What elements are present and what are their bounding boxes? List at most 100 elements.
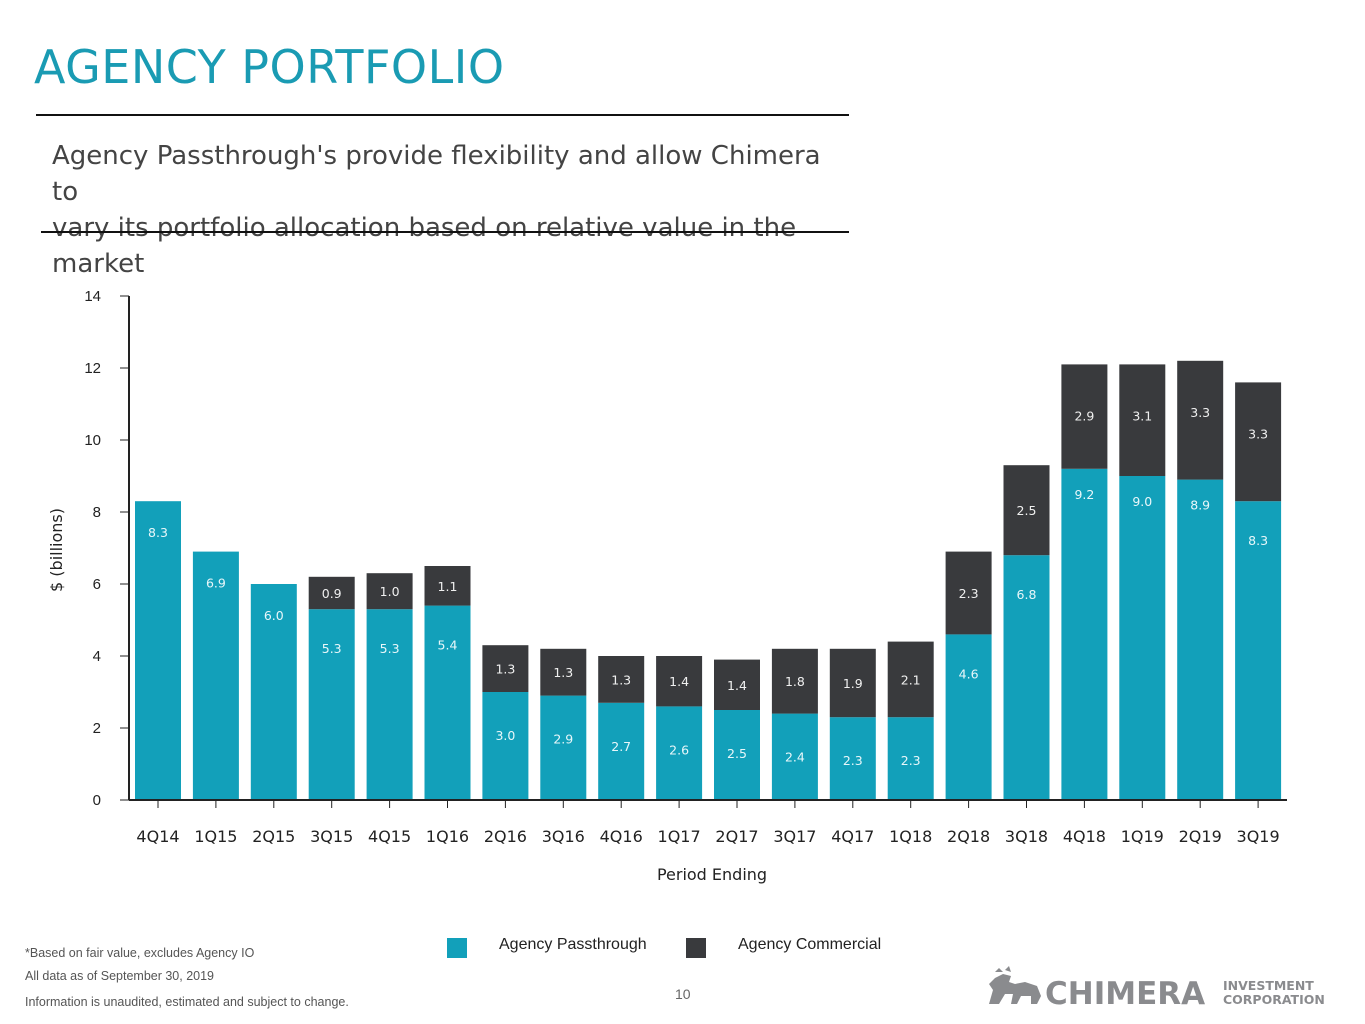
x-tick-label-1Q16: 1Q16 bbox=[426, 827, 469, 846]
data-label-passthrough-1Q19: 9.0 bbox=[1132, 494, 1152, 509]
data-label-passthrough-4Q15: 5.3 bbox=[380, 641, 400, 656]
data-label-passthrough-1Q15: 6.9 bbox=[206, 576, 226, 591]
logo-wordmark: CHIMERA bbox=[1045, 976, 1205, 1012]
subtitle: Agency Passthrough's provide flexibility… bbox=[52, 138, 852, 282]
x-tick-label-2Q17: 2Q17 bbox=[715, 827, 758, 846]
logo-investment: INVESTMENT bbox=[1223, 978, 1314, 993]
x-tick-label-4Q15: 4Q15 bbox=[368, 827, 411, 846]
bar-commercial-1Q18 bbox=[887, 641, 934, 718]
bar-passthrough-3Q17 bbox=[771, 713, 818, 800]
x-tick-label-2Q16: 2Q16 bbox=[484, 827, 527, 846]
legend-label-passthrough: Agency Passthrough bbox=[499, 936, 647, 953]
bar-passthrough-3Q18 bbox=[1003, 555, 1050, 800]
data-label-passthrough-4Q17: 2.3 bbox=[843, 753, 863, 768]
bar-passthrough-3Q15 bbox=[308, 609, 355, 800]
x-tick-label-3Q19: 3Q19 bbox=[1237, 827, 1280, 846]
bar-commercial-3Q17 bbox=[771, 648, 818, 714]
data-label-passthrough-3Q15: 5.3 bbox=[322, 641, 342, 656]
data-label-passthrough-3Q16: 2.9 bbox=[553, 732, 573, 747]
bar-commercial-3Q18 bbox=[1003, 465, 1050, 556]
bar-commercial-1Q17 bbox=[656, 656, 703, 707]
data-label-commercial-4Q18: 2.9 bbox=[1074, 408, 1094, 423]
data-label-commercial-3Q15: 0.9 bbox=[322, 586, 342, 601]
x-tick-label-4Q17: 4Q17 bbox=[831, 827, 874, 846]
bar-commercial-4Q18 bbox=[1061, 364, 1108, 469]
data-label-passthrough-2Q15: 6.0 bbox=[264, 608, 284, 623]
bar-passthrough-1Q15 bbox=[192, 551, 239, 800]
footnote-fair-value: *Based on fair value, excludes Agency IO bbox=[25, 946, 255, 960]
bar-passthrough-4Q16 bbox=[598, 702, 645, 800]
data-label-passthrough-2Q18: 4.6 bbox=[959, 666, 979, 681]
x-tick-label-4Q18: 4Q18 bbox=[1063, 827, 1106, 846]
bar-passthrough-1Q18 bbox=[887, 717, 934, 800]
bottom-divider bbox=[41, 231, 849, 233]
x-tick-label-2Q18: 2Q18 bbox=[947, 827, 990, 846]
bar-passthrough-3Q16 bbox=[540, 695, 587, 800]
x-tick-label-1Q15: 1Q15 bbox=[194, 827, 237, 846]
bar-passthrough-3Q19 bbox=[1235, 501, 1282, 800]
chimera-logo: CHIMERA INVESTMENT CORPORATION bbox=[989, 966, 1325, 1012]
bar-passthrough-1Q19 bbox=[1119, 476, 1166, 800]
bar-commercial-1Q16 bbox=[424, 566, 471, 606]
y-axis-title: $ (billions) bbox=[47, 508, 66, 592]
bar-commercial-3Q19 bbox=[1235, 382, 1282, 502]
bar-commercial-4Q17 bbox=[829, 648, 876, 718]
x-tick-label-1Q18: 1Q18 bbox=[889, 827, 932, 846]
bar-passthrough-4Q18 bbox=[1061, 468, 1108, 800]
footnote-data-date: All data as of September 30, 2019 bbox=[25, 969, 215, 983]
data-label-passthrough-4Q18: 9.2 bbox=[1074, 487, 1094, 502]
y-tick-label: 2 bbox=[93, 720, 101, 737]
data-label-passthrough-4Q14: 8.3 bbox=[148, 525, 168, 540]
subtitle-line-1: Agency Passthrough's provide flexibility… bbox=[52, 141, 821, 207]
data-label-commercial-3Q17: 1.8 bbox=[785, 674, 805, 689]
data-label-passthrough-4Q16: 2.7 bbox=[611, 739, 631, 754]
bar-commercial-4Q15 bbox=[366, 573, 413, 610]
y-tick-label: 6 bbox=[93, 576, 101, 593]
data-label-passthrough-3Q18: 6.8 bbox=[1017, 587, 1037, 602]
stacked-bar-chart: 0 2 4 6 8 10 12 14 8.3 4Q14 6.9 1Q15 6.0 2Q15 5.3 0.9 3Q… bbox=[47, 288, 1287, 884]
x-tick-label-4Q14: 4Q14 bbox=[136, 827, 179, 846]
data-label-commercial-2Q17: 1.4 bbox=[727, 678, 747, 693]
data-label-commercial-4Q17: 1.9 bbox=[843, 676, 863, 691]
data-label-commercial-1Q18: 2.1 bbox=[901, 672, 921, 687]
bar-commercial-3Q15 bbox=[308, 576, 355, 610]
bar-commercial-2Q19 bbox=[1177, 360, 1224, 480]
bar-commercial-2Q16 bbox=[482, 645, 529, 692]
data-label-commercial-3Q18: 2.5 bbox=[1017, 503, 1037, 518]
subtitle-line-2: vary its portfolio allocation based on r… bbox=[52, 213, 797, 279]
page-title: AGENCY PORTFOLIO bbox=[34, 40, 505, 94]
x-tick-label-2Q19: 2Q19 bbox=[1179, 827, 1222, 846]
y-tick-label: 10 bbox=[84, 432, 101, 449]
data-label-commercial-1Q17: 1.4 bbox=[669, 674, 689, 689]
data-label-passthrough-1Q16: 5.4 bbox=[438, 638, 458, 653]
x-tick-label-2Q15: 2Q15 bbox=[252, 827, 295, 846]
x-tick-label-4Q16: 4Q16 bbox=[600, 827, 643, 846]
data-label-commercial-3Q19: 3.3 bbox=[1248, 426, 1268, 441]
bar-passthrough-4Q14 bbox=[135, 501, 181, 800]
bar-passthrough-2Q19 bbox=[1177, 479, 1224, 800]
bar-passthrough-4Q15 bbox=[366, 609, 413, 800]
bar-passthrough-1Q17 bbox=[656, 706, 703, 800]
x-axis-title: Period Ending bbox=[657, 865, 767, 884]
data-label-commercial-2Q19: 3.3 bbox=[1190, 405, 1210, 420]
footnote-disclaimer: Information is unaudited, estimated and … bbox=[25, 995, 349, 1009]
x-tick-label-1Q17: 1Q17 bbox=[658, 827, 701, 846]
data-label-passthrough-3Q19: 8.3 bbox=[1248, 533, 1268, 548]
chimera-lion-icon bbox=[989, 966, 1041, 1004]
bar-passthrough-2Q15 bbox=[250, 584, 297, 800]
data-label-passthrough-3Q17: 2.4 bbox=[785, 750, 805, 765]
y-tick-label: 8 bbox=[93, 504, 101, 521]
data-label-commercial-3Q16: 1.3 bbox=[553, 665, 573, 680]
legend-label-commercial: Agency Commercial bbox=[738, 936, 882, 953]
data-label-commercial-1Q19: 3.1 bbox=[1132, 408, 1152, 423]
bar-commercial-3Q16 bbox=[540, 648, 587, 696]
data-label-passthrough-1Q18: 2.3 bbox=[901, 753, 921, 768]
x-tick-label-1Q19: 1Q19 bbox=[1121, 827, 1164, 846]
logo-corporation: CORPORATION bbox=[1223, 992, 1325, 1007]
bar-passthrough-2Q16 bbox=[482, 692, 529, 800]
bar-passthrough-2Q18 bbox=[945, 634, 992, 800]
x-tick-label-3Q15: 3Q15 bbox=[310, 827, 353, 846]
legend-swatch-commercial bbox=[686, 938, 706, 958]
data-label-passthrough-2Q19: 8.9 bbox=[1190, 498, 1210, 513]
data-label-commercial-1Q16: 1.1 bbox=[438, 579, 458, 594]
